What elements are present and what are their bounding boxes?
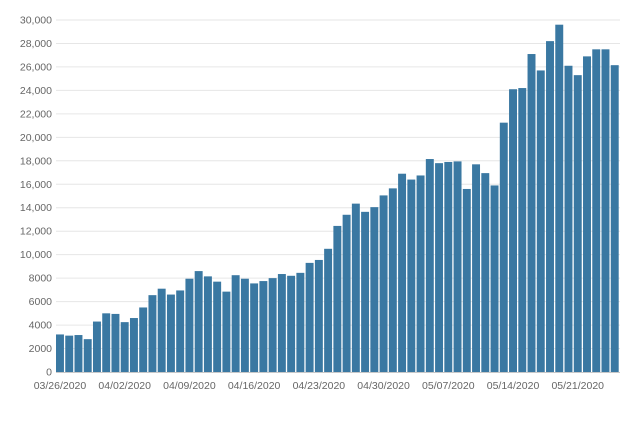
bar (592, 49, 601, 372)
bar (92, 321, 101, 372)
bars (56, 24, 619, 373)
bar (333, 225, 342, 372)
bar (324, 248, 333, 372)
bar (314, 259, 323, 372)
bar (518, 88, 527, 373)
bar (398, 173, 407, 372)
bar (120, 322, 129, 372)
y-tick-label: 22,000 (20, 108, 52, 120)
bar (472, 164, 481, 372)
bar (610, 65, 619, 373)
x-tick-label: 05/07/2020 (422, 380, 475, 392)
bar (342, 214, 351, 372)
bar (268, 278, 277, 372)
y-tick-label: 28,000 (20, 38, 52, 50)
bar (166, 294, 175, 372)
bar (416, 175, 425, 372)
bar (573, 75, 582, 373)
bar (296, 272, 305, 372)
bar (74, 335, 83, 372)
bar (407, 179, 416, 372)
x-tick-label: 04/09/2020 (163, 380, 216, 392)
x-tick-label: 05/14/2020 (487, 380, 540, 392)
y-tick-label: 8000 (29, 273, 53, 285)
bar (176, 290, 185, 372)
bar (361, 211, 370, 372)
y-tick-label: 10,000 (20, 249, 52, 261)
y-tick-label: 6000 (29, 296, 53, 308)
bar (601, 49, 610, 372)
bar (148, 295, 157, 372)
bar (527, 54, 536, 372)
bar (231, 275, 240, 372)
bar (379, 195, 388, 372)
y-tick-label: 0 (46, 367, 52, 379)
bar (536, 70, 545, 372)
y-tick-label: 18,000 (20, 155, 52, 167)
bar (129, 318, 138, 372)
bar (277, 274, 286, 372)
bar (139, 307, 148, 372)
y-axis-tick-labels: 0 2000 4000 6000 8000 10,000 12,000 14,000 16,00… (20, 15, 52, 379)
x-tick-label: 05/21/2020 (551, 380, 604, 392)
bar (259, 281, 268, 372)
bar (583, 56, 591, 373)
bar (240, 278, 249, 372)
y-tick-label: 14,000 (20, 202, 52, 214)
bar (102, 313, 111, 372)
y-tick-label: 20,000 (20, 132, 52, 144)
bar (213, 281, 222, 372)
bar (462, 188, 471, 372)
bar (435, 163, 444, 372)
y-tick-label: 16,000 (20, 179, 52, 191)
y-tick-label: 2000 (29, 343, 53, 355)
bar (490, 185, 499, 372)
bar (194, 271, 203, 372)
bar (564, 65, 573, 372)
bar (56, 334, 64, 372)
bar (453, 161, 462, 372)
y-tick-label: 4000 (29, 320, 53, 332)
bar (203, 276, 212, 372)
x-tick-label: 04/30/2020 (357, 380, 410, 392)
bar (481, 173, 490, 372)
bar (509, 89, 517, 372)
bar (222, 291, 231, 372)
bar (185, 278, 194, 372)
bar (425, 159, 434, 372)
x-tick-label: 04/16/2020 (228, 380, 281, 392)
y-tick-label: 26,000 (20, 61, 52, 73)
bar (305, 262, 314, 372)
bar (444, 161, 453, 372)
x-tick-label: 04/23/2020 (293, 380, 346, 392)
bar (499, 122, 508, 372)
y-tick-label: 12,000 (20, 226, 52, 238)
bar (83, 339, 92, 372)
bar (287, 275, 296, 372)
bar (388, 188, 397, 372)
x-tick-label: 03/26/2020 (34, 380, 87, 392)
bar (65, 335, 74, 372)
bar (546, 41, 554, 373)
x-axis-tick-labels: 03/26/2020 04/02/2020 04/09/2020 04/16/2020… (34, 380, 604, 392)
bar (111, 313, 120, 372)
bar (157, 288, 166, 372)
bar (250, 283, 259, 372)
y-tick-label: 24,000 (20, 85, 52, 97)
x-tick-label: 04/02/2020 (98, 380, 151, 392)
bar (555, 24, 564, 372)
bar (351, 203, 360, 372)
y-tick-label: 30,000 (20, 15, 52, 27)
bar (370, 207, 379, 372)
